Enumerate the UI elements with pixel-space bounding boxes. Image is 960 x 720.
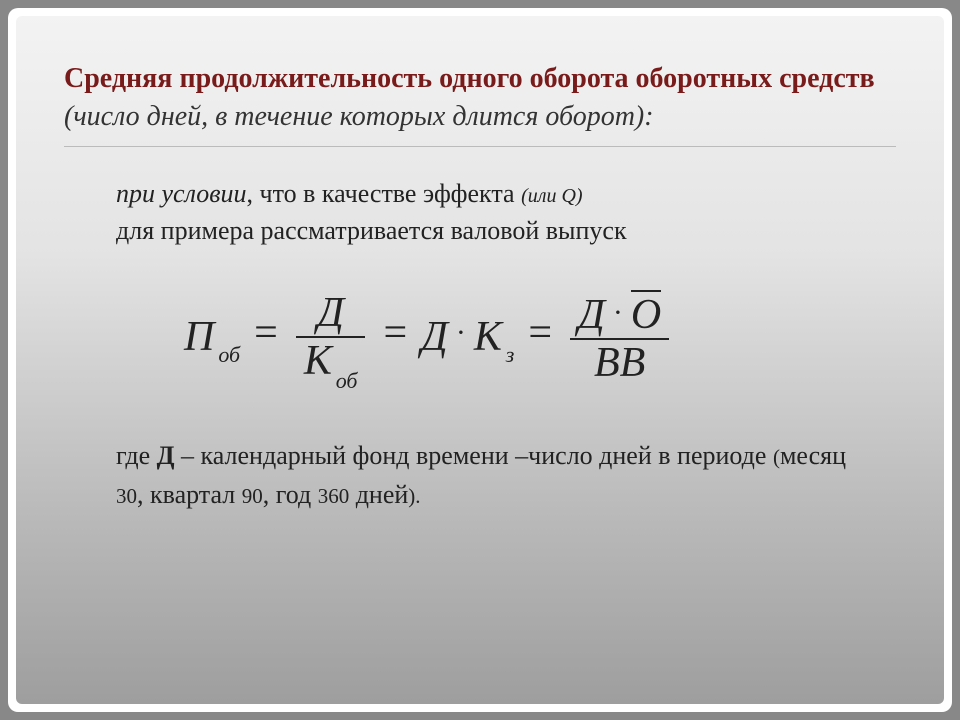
comma-2: , <box>263 480 276 509</box>
denominator-Kob: К об <box>296 338 366 384</box>
numerator-D: Д <box>309 290 352 336</box>
paren-open: ( <box>773 445 780 469</box>
condition-text: при условии, что в качестве эффекта (или… <box>116 175 876 250</box>
symbol-BB: ВВ <box>594 342 645 384</box>
equals-3: = <box>528 312 552 354</box>
sub-ob-2: об <box>336 370 358 392</box>
condition-mid: , что в качестве эффекта <box>247 179 522 208</box>
explain-dash1: – календарный фонд времени –число дней в… <box>175 441 773 470</box>
term-P-ob: П об <box>184 316 240 358</box>
explain-pre: где <box>116 441 157 470</box>
dot-1: · <box>456 316 466 350</box>
sub-ob-1: об <box>218 342 240 368</box>
title-bold: Средняя продолжительность одного оборота… <box>64 63 875 94</box>
comma-1: , <box>137 480 150 509</box>
explain-year: год <box>276 480 318 509</box>
slide-title: Средняя продолжительность одного оборота… <box>64 60 896 136</box>
frac-DO-over-BB: Д · О ВВ <box>570 288 669 386</box>
condition-pre: при условии <box>116 179 247 208</box>
O-bar-wrap: О <box>631 290 661 336</box>
explain-D: Д <box>157 441 175 470</box>
term-D-dot-Kz: Д · К з <box>421 316 514 358</box>
explain-month: месяц <box>780 441 846 470</box>
symbol-D-3: Д <box>578 294 605 336</box>
symbol-D-1: Д <box>317 292 344 334</box>
denominator-BB: ВВ <box>586 340 653 386</box>
title-underline <box>64 146 896 147</box>
explain-quarter: квартал <box>150 480 242 509</box>
explain-360: 360 <box>318 484 350 508</box>
symbol-P: П <box>184 316 214 358</box>
numerator-D-Obar: Д · О <box>570 288 669 338</box>
dot-2: · <box>613 298 623 328</box>
paren-close: ). <box>408 484 420 508</box>
slide: Средняя продолжительность одного оборота… <box>16 16 944 704</box>
sub-z: з <box>506 342 515 368</box>
explain-30: 30 <box>116 484 137 508</box>
explain-90: 90 <box>242 484 263 508</box>
frac-D-over-Kob: Д К об <box>296 290 366 384</box>
explain-days: дней <box>349 480 408 509</box>
condition-line2: для примера рассматривается валовой выпу… <box>116 216 627 245</box>
equals-1: = <box>254 312 278 354</box>
formula: П об = Д К об = Д · К з = <box>184 288 896 386</box>
condition-q: (или Q) <box>521 185 582 207</box>
symbol-K-1: К <box>304 340 332 382</box>
equals-2: = <box>383 312 407 354</box>
explanation: где Д – календарный фонд времени –число … <box>116 436 876 514</box>
symbol-O: О <box>631 294 661 336</box>
symbol-K-2: К <box>474 316 502 358</box>
slide-frame: Средняя продолжительность одного оборота… <box>8 8 952 712</box>
title-italic: (число дней, в течение которых длится об… <box>64 101 654 132</box>
symbol-D-2: Д <box>421 316 448 358</box>
